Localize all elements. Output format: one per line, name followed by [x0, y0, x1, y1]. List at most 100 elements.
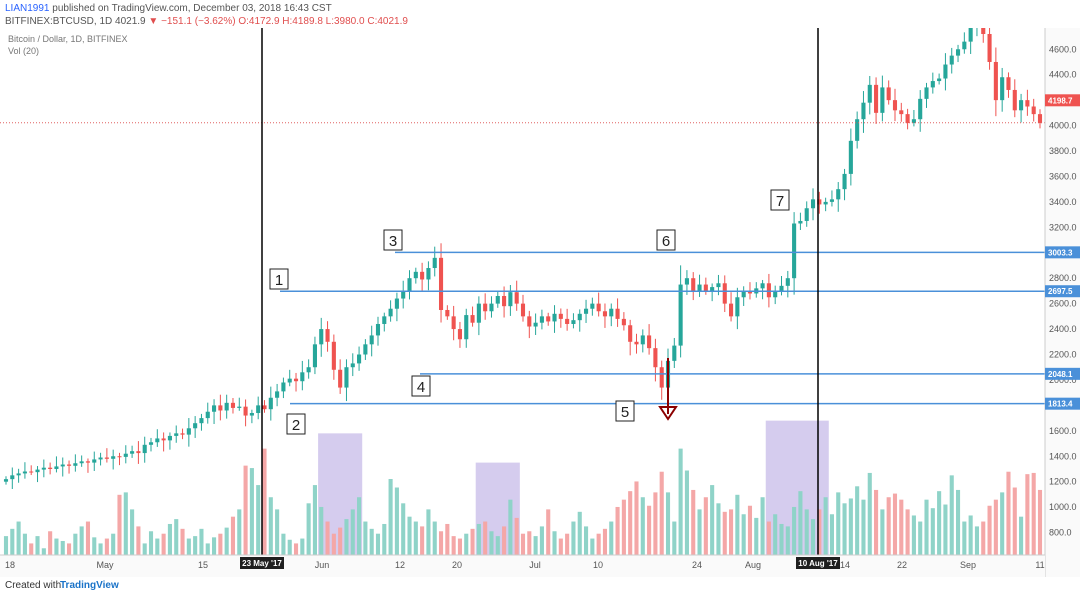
price-tick-label: 3400.0: [1049, 197, 1077, 207]
volume-bar: [779, 523, 784, 558]
volume-bar: [665, 492, 671, 558]
price-badge: [1045, 397, 1080, 410]
volume-bar: [16, 521, 21, 558]
volume-bar: [136, 526, 141, 558]
tradingview-logo[interactable]: TradingView: [60, 580, 119, 591]
candle-body: [212, 405, 217, 412]
candle-body: [438, 257, 444, 310]
volume-bar: [1012, 487, 1017, 558]
candle-body: [634, 341, 639, 345]
volume-bar: [104, 538, 109, 558]
author-name[interactable]: LIAN1991: [5, 3, 50, 14]
volume-bar: [451, 536, 456, 558]
volume-bar: [565, 533, 570, 558]
candle-body: [741, 290, 746, 298]
candle-body: [792, 223, 797, 279]
volume-bar: [596, 533, 601, 558]
volume-bar: [918, 521, 923, 558]
volume-bar: [798, 491, 803, 558]
volume-bar: [571, 521, 576, 558]
candle-body: [375, 323, 381, 336]
volume-bar: [79, 526, 84, 558]
candle-body: [85, 461, 91, 463]
price-tick-label: 1600.0: [1049, 426, 1077, 436]
volume-bar: [855, 486, 860, 558]
candle-body: [514, 292, 519, 304]
date-marker-label: 10 Aug '17: [798, 559, 838, 568]
candle-body: [117, 456, 122, 458]
candle-body: [275, 391, 280, 398]
volume-bar: [256, 485, 261, 558]
candle-body: [874, 84, 879, 113]
volume-bar: [438, 531, 444, 558]
candle-body: [73, 463, 78, 466]
volume-bar: [1006, 471, 1011, 558]
candle-body: [565, 318, 570, 324]
volume-bar: [331, 533, 336, 558]
volume-bar: [785, 526, 790, 558]
candle-body: [464, 315, 469, 340]
volume-bar: [691, 489, 696, 558]
time-axis[interactable]: 18 May 15 Jun 12 20 Jul 10 24 Aug 14 22 Sep 11 23 May …: [0, 554, 1045, 577]
volume-bar: [54, 538, 59, 558]
price-axis[interactable]: 800.01000.01200.01400.01600.01800.02000.…: [1044, 28, 1080, 577]
date-marker-label: 23 May '17: [242, 559, 282, 568]
price-tick-label: 4000.0: [1049, 121, 1077, 131]
candle-body: [684, 278, 689, 285]
candle-body: [35, 469, 40, 473]
symbol-line: BITFINEX:BTCUSD, 1D 4021.9 ▼ −151.1 (−3.…: [5, 16, 408, 27]
candle-body: [413, 271, 418, 279]
volume-bar: [766, 521, 771, 558]
candle-body: [653, 348, 658, 368]
candle-body: [136, 451, 141, 454]
candle-body: [539, 316, 544, 323]
candle-body: [930, 81, 935, 88]
candle-body: [987, 34, 992, 62]
volume-bar: [413, 521, 418, 558]
time-tick-label: Jul: [529, 560, 541, 570]
volume-bar: [962, 521, 967, 558]
candle-body: [911, 119, 916, 124]
chart-title: Bitcoin / Dollar, 1D, BITFINEX: [8, 34, 128, 44]
volume-bar: [445, 523, 450, 558]
volume-bar: [123, 492, 128, 558]
candle-body: [262, 405, 267, 410]
candle-body: [312, 344, 317, 368]
volume-bar: [1031, 472, 1036, 558]
candle-body: [1037, 114, 1043, 124]
volume-bar: [943, 504, 948, 558]
volume-bar: [886, 497, 891, 558]
candle-body: [230, 402, 236, 408]
volume-bar: [495, 536, 500, 558]
candle-body: [92, 459, 97, 463]
down-triangle-icon: ▼: [148, 16, 159, 27]
annotation-box: [411, 375, 431, 397]
volume-bar: [426, 509, 431, 558]
volume-bar: [792, 506, 797, 558]
price-badge: [1045, 367, 1080, 380]
date-marker-badge: [796, 557, 840, 569]
candle-body: [798, 220, 803, 224]
volume-bar: [218, 533, 223, 558]
candle-body: [823, 201, 828, 205]
candle-body: [1012, 89, 1017, 111]
volume-bar: [167, 523, 172, 558]
volume-bar: [590, 538, 595, 558]
volume-bar: [1000, 492, 1005, 558]
volume-bar: [142, 543, 147, 558]
volume-bar: [60, 540, 65, 558]
candle-body: [104, 457, 109, 459]
volume-bar: [817, 509, 822, 558]
candle-body: [924, 87, 929, 99]
volume-bar: [987, 505, 992, 558]
candle-body: [432, 257, 437, 269]
volume-bar: [300, 538, 305, 558]
candle-body: [1019, 100, 1024, 111]
volume-bar: [457, 538, 463, 558]
volume-bar: [848, 498, 853, 558]
volume-bar: [741, 514, 746, 558]
candle-body: [640, 335, 645, 345]
volume-bar: [470, 528, 475, 558]
candle-body: [483, 303, 488, 312]
